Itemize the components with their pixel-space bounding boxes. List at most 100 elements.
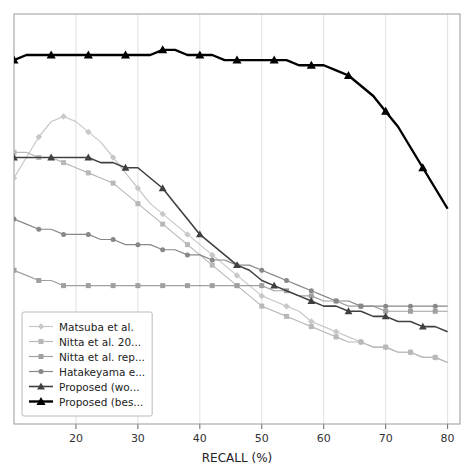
data-point (259, 293, 266, 300)
tick-label: 60 (317, 432, 331, 445)
data-point (433, 309, 438, 314)
plot-background (14, 14, 460, 424)
data-point (135, 242, 140, 247)
data-point (381, 107, 390, 115)
series (14, 150, 448, 363)
data-point (111, 237, 116, 242)
data-point (383, 345, 388, 350)
series-line (14, 158, 448, 332)
data-point (358, 340, 363, 345)
data-point (259, 283, 264, 288)
data-point (122, 164, 130, 171)
data-point (309, 324, 314, 329)
series-line (14, 152, 448, 362)
data-point (210, 283, 215, 288)
data-point (111, 283, 116, 288)
data-point (419, 323, 427, 330)
legend: Matsuba et al.Nitta et al. 20...Nitta et… (22, 312, 152, 416)
data-point (383, 304, 388, 309)
data-point (408, 350, 413, 355)
data-point (159, 211, 166, 218)
data-point (233, 261, 241, 268)
tick-label: 20 (69, 432, 83, 445)
tick-label: 50 (255, 432, 269, 445)
legend-marker (37, 383, 45, 390)
data-point (121, 50, 130, 58)
tick-label: 30 (131, 432, 145, 445)
data-point (160, 247, 165, 252)
series (14, 45, 448, 208)
data-point (432, 354, 439, 361)
data-point (284, 278, 289, 283)
legend-label: Hatakeyama e... (59, 366, 145, 378)
legend-marker (39, 354, 44, 359)
chart: 20304050607080RECALL (%)Matsuba et al.Ni… (0, 0, 474, 474)
data-point (86, 283, 91, 288)
legend-marker (36, 397, 45, 405)
series (14, 154, 448, 332)
grid-line (385, 14, 386, 424)
tick-mark (75, 424, 76, 429)
data-point (14, 175, 17, 182)
legend-label: Proposed (bes... (59, 396, 143, 408)
tick-mark (323, 424, 324, 429)
data-point (259, 304, 264, 309)
legend-box (22, 312, 152, 416)
legend-label: Proposed (wo... (59, 381, 140, 393)
data-point (210, 258, 215, 263)
data-point (36, 134, 43, 141)
data-point (234, 272, 241, 279)
data-point (270, 282, 278, 289)
x-axis-label: RECALL (%) (202, 451, 272, 465)
data-point (283, 303, 290, 310)
data-point (209, 252, 216, 259)
data-point (185, 242, 190, 247)
grid-line (323, 14, 324, 424)
tick-mark (199, 424, 200, 429)
data-point (14, 56, 19, 64)
series (14, 268, 448, 314)
data-point (433, 304, 438, 309)
legend-label: Matsuba et al. (59, 321, 134, 333)
data-point (158, 45, 167, 53)
data-point (334, 299, 339, 304)
data-point (235, 283, 240, 288)
data-point (270, 56, 279, 64)
data-point (345, 307, 353, 314)
x-ticks: 20304050607080 (69, 424, 455, 445)
series-line (14, 219, 448, 306)
data-point (232, 56, 241, 64)
data-point (407, 349, 414, 356)
grid-line (261, 14, 262, 424)
legend-label: Nitta et al. 20... (59, 336, 141, 348)
data-point (135, 185, 142, 192)
data-point (408, 304, 413, 309)
series-line (14, 117, 448, 363)
data-point (195, 50, 204, 58)
data-point (358, 339, 365, 346)
data-point (210, 263, 215, 268)
data-point (47, 154, 55, 161)
data-point (408, 309, 413, 314)
data-point (433, 355, 438, 360)
data-point (159, 184, 167, 191)
legend-marker (39, 369, 44, 374)
tick-mark (447, 424, 448, 429)
data-point (334, 299, 339, 304)
data-point (309, 288, 314, 293)
plot-frame (14, 14, 460, 424)
data-point (111, 181, 116, 186)
data-point (85, 129, 92, 136)
legend-marker (39, 339, 44, 344)
data-point (160, 222, 165, 227)
data-point (60, 113, 67, 120)
data-point (344, 71, 353, 79)
data-point (14, 150, 17, 155)
tick-mark (261, 424, 262, 429)
tick-label: 70 (379, 432, 393, 445)
data-point (135, 283, 140, 288)
data-point (307, 61, 316, 69)
data-point (86, 170, 91, 175)
data-point (333, 329, 340, 336)
data-point (284, 314, 289, 319)
